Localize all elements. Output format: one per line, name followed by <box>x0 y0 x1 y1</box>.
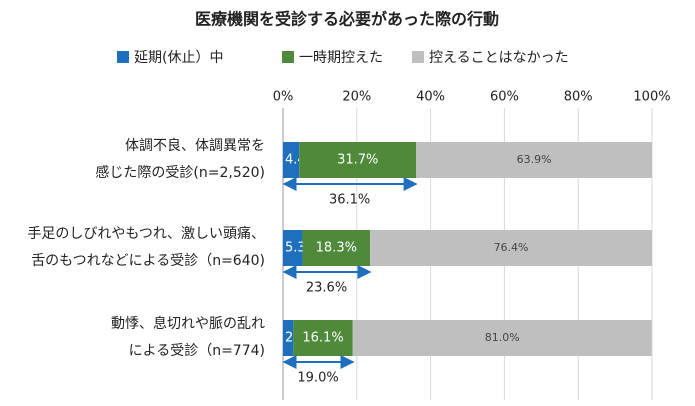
category-label: 動悸、息切れや脈の乱れ <box>111 315 265 332</box>
x-tick-label: 0% <box>273 90 294 105</box>
data-label: 76.4% <box>494 241 529 254</box>
x-tick-label: 100% <box>633 90 670 105</box>
legend-swatch <box>412 51 424 63</box>
bar-segment <box>302 230 371 266</box>
legend-swatch <box>117 51 129 63</box>
total-label: 23.6% <box>306 281 347 296</box>
bar-segment <box>299 142 417 178</box>
legend-swatch <box>282 51 294 63</box>
data-label: 31.7% <box>337 153 378 168</box>
legend-label: 延期(休止）中 <box>134 50 223 66</box>
x-tick-label: 40% <box>416 90 445 105</box>
x-tick-label: 80% <box>564 90 593 105</box>
category-label: 体調不良、体調異常を <box>125 138 265 154</box>
bar-segment <box>283 230 303 266</box>
total-label: 36.1% <box>329 193 370 208</box>
bar-segment <box>283 320 294 356</box>
bar-segment <box>293 320 353 356</box>
data-label: 81.0% <box>485 331 520 344</box>
total-label: 19.0% <box>297 371 338 386</box>
data-label: 18.3% <box>316 241 357 256</box>
bar-segment <box>370 230 652 266</box>
data-label: 63.9% <box>517 153 552 166</box>
bar-segment <box>416 142 652 178</box>
category-label: 舌のもつれなどによる受診（n=640) <box>31 253 265 269</box>
x-tick-label: 60% <box>490 90 519 105</box>
chart-title: 医療機関を受診する必要があった際の行動 <box>195 10 499 29</box>
data-label: 16.1% <box>302 331 343 346</box>
legend-label: 一時期控えた <box>299 50 383 66</box>
bar-segment <box>352 320 652 356</box>
x-tick-label: 20% <box>342 90 371 105</box>
category-label: による受診（n=774) <box>129 343 265 359</box>
category-label: 感じた際の受診(n=2,520) <box>95 164 265 181</box>
category-label: 手足のしびれやもつれ、激しい頭痛、 <box>27 225 265 242</box>
bar-segment <box>283 142 300 178</box>
legend-label: 控えることはなかった <box>429 50 569 66</box>
